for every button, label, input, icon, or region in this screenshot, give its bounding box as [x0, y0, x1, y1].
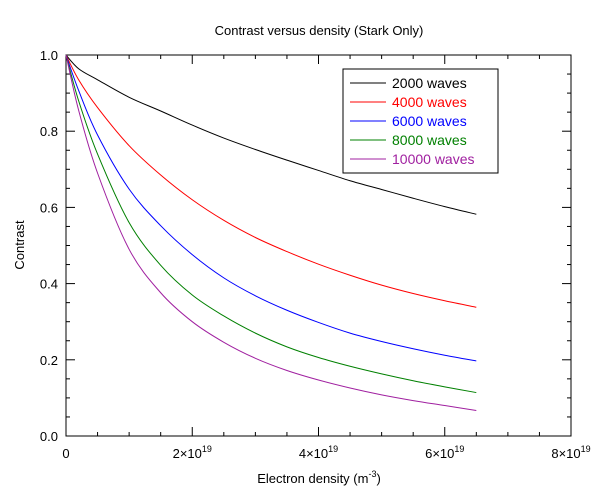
x-tick-label: 0	[62, 446, 69, 461]
series-line-5	[65, 54, 477, 411]
x-tick-label: 4×1019	[299, 444, 338, 461]
legend: 2000 waves 4000 waves 6000 waves 8000 waves…	[342, 68, 499, 174]
series-line-2	[65, 54, 477, 308]
legend-label: 6000 waves	[392, 113, 467, 129]
y-axis-label: Contrast	[12, 220, 27, 270]
series-line-1	[65, 54, 477, 215]
legend-label: 10000 waves	[392, 151, 475, 167]
chart-title: Contrast versus density (Stark Only)	[215, 23, 424, 38]
x-tick-label: 2×1019	[173, 444, 212, 461]
x-tick-label: 6×1019	[425, 444, 464, 461]
x-tick-label: 8×1019	[551, 444, 590, 461]
legend-label: 8000 waves	[392, 132, 467, 148]
y-tick-labels: 0.0 0.2 0.4 0.6 0.8 1.0	[40, 48, 58, 444]
y-tick-label: 0.8	[40, 124, 58, 139]
y-tick-label: 0.6	[40, 200, 58, 215]
y-tick-label: 0.2	[40, 353, 58, 368]
legend-entries: 2000 waves 4000 waves 6000 waves 8000 waves…	[350, 75, 475, 167]
legend-label: 2000 waves	[392, 75, 467, 91]
series-line-4	[65, 54, 477, 394]
x-tick-labels: 0 2×1019 4×1019 6×1019 8×1019	[62, 444, 590, 461]
series-lines	[65, 54, 477, 411]
y-tick-label: 0.4	[40, 277, 58, 292]
legend-label: 4000 waves	[392, 94, 467, 110]
y-tick-label: 1.0	[40, 48, 58, 63]
axis-ticks	[65, 54, 572, 437]
x-axis-label: Electron density (m-3)	[257, 469, 381, 486]
series-line-3	[65, 54, 477, 362]
y-tick-label: 0.0	[40, 429, 58, 444]
